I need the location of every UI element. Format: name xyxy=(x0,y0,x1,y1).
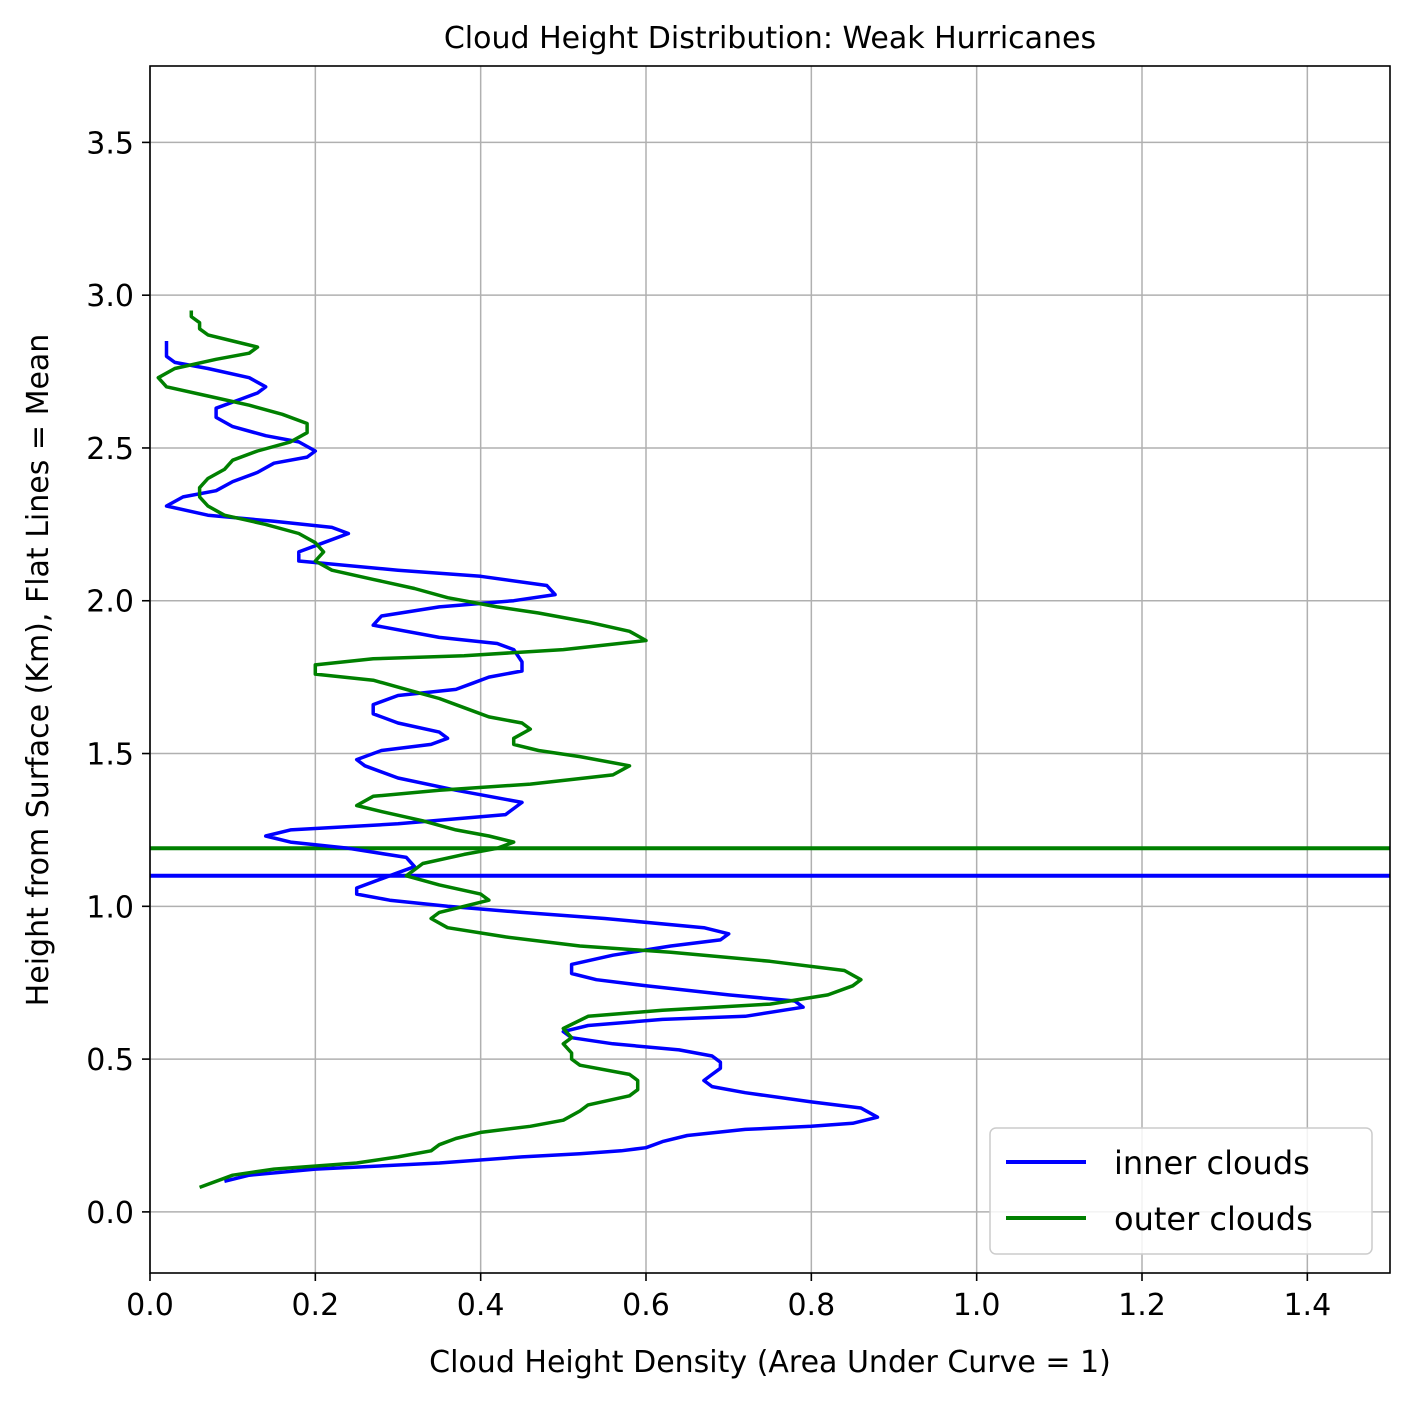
grid xyxy=(149,66,1390,1273)
legend-label-outer: outer clouds xyxy=(1114,1200,1313,1238)
y-tick-label: 2.0 xyxy=(86,585,134,620)
y-tick-label: 2.5 xyxy=(86,432,134,467)
series-line-outer xyxy=(156,310,863,1190)
legend: inner clouds outer clouds xyxy=(989,1127,1373,1255)
x-tick-label: 0.6 xyxy=(622,1288,670,1323)
y-axis: 0.0 0.5 1.0 1.5 2.0 2.5 3.0 3.5 xyxy=(86,126,150,1231)
series-line-inner xyxy=(164,341,880,1183)
x-axis: 0.0 0.2 0.4 0.6 0.8 1.0 1.2 1.4 xyxy=(126,1273,1331,1323)
series-lines xyxy=(156,310,880,1190)
x-tick-label: 0.8 xyxy=(787,1288,835,1323)
x-tick-label: 0.0 xyxy=(126,1288,174,1323)
y-tick-label: 1.5 xyxy=(86,738,134,773)
plot-frame xyxy=(149,65,1391,1274)
x-axis-label: Cloud Height Density (Area Under Curve =… xyxy=(429,1345,1111,1380)
y-tick-label: 3.5 xyxy=(86,126,134,161)
plot-area xyxy=(149,65,1391,1274)
chart-title: Cloud Height Distribution: Weak Hurrican… xyxy=(444,21,1096,56)
y-tick-label: 0.5 xyxy=(86,1043,134,1078)
x-tick-label: 0.4 xyxy=(457,1288,505,1323)
y-axis-label: Height from Surface (Km), Flat Lines = M… xyxy=(21,334,56,1007)
x-tick-label: 1.2 xyxy=(1118,1288,1166,1323)
x-tick-label: 1.0 xyxy=(953,1288,1001,1323)
y-tick-label: 3.0 xyxy=(86,279,134,314)
y-tick-label: 0.0 xyxy=(86,1196,134,1231)
x-tick-label: 1.4 xyxy=(1283,1288,1331,1323)
y-tick-label: 1.0 xyxy=(86,890,134,925)
legend-box xyxy=(989,1127,1373,1255)
x-tick-label: 0.2 xyxy=(291,1288,339,1323)
legend-label-inner: inner clouds xyxy=(1114,1144,1310,1182)
